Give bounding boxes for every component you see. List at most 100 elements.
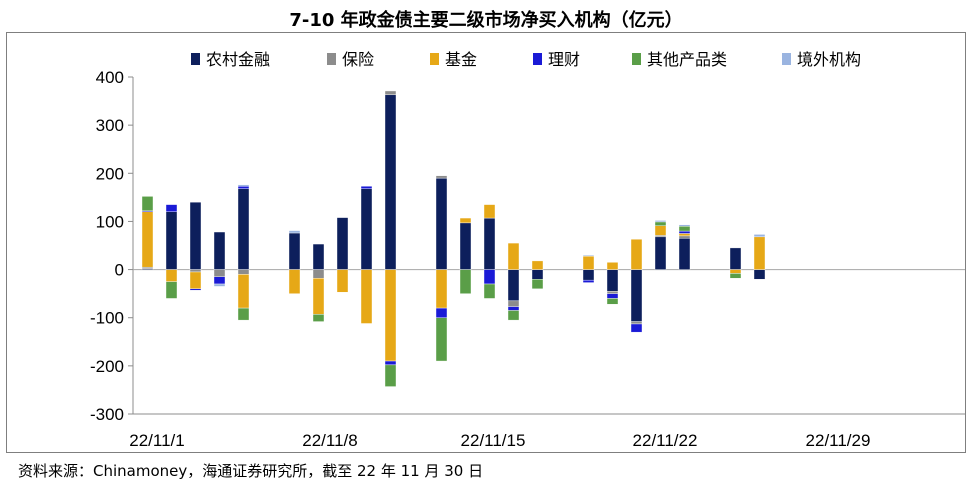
bar-segment xyxy=(237,269,250,275)
bar-segment xyxy=(189,201,202,270)
bar-segment xyxy=(165,281,178,299)
bar-segment xyxy=(753,234,766,238)
bar-segment xyxy=(654,221,667,226)
bar-segment xyxy=(141,266,154,269)
legend-label: 基金 xyxy=(445,50,477,69)
bar-segment xyxy=(237,274,250,309)
bar-segment xyxy=(165,211,178,270)
bar-segment xyxy=(654,235,667,238)
x-tick-label: 22/11/1 xyxy=(129,431,184,450)
bar-segment xyxy=(435,175,448,179)
bar-segment xyxy=(630,269,643,322)
bar-segment xyxy=(336,217,349,270)
bar-segment xyxy=(678,235,691,239)
legend-swatch xyxy=(430,53,439,65)
bar-segment xyxy=(606,293,619,299)
bar-segment xyxy=(165,269,178,282)
legend-swatch xyxy=(191,53,200,65)
legend-label: 境外机构 xyxy=(797,50,861,69)
bar-segment xyxy=(630,239,643,270)
bar-segment xyxy=(336,269,349,293)
bar-segment xyxy=(606,298,619,305)
legend-label: 保险 xyxy=(342,50,374,69)
bar-segment xyxy=(384,364,397,387)
bar-segment xyxy=(435,269,448,309)
bar-segment xyxy=(654,236,667,270)
bar-segment xyxy=(582,269,595,281)
bar-segment xyxy=(360,188,373,270)
y-tick-label: -300 xyxy=(90,405,124,424)
bar-segment xyxy=(507,306,520,311)
bar-segment xyxy=(435,307,448,318)
bar-segment xyxy=(141,196,154,212)
chart-frame xyxy=(6,32,966,453)
y-tick-label: 200 xyxy=(96,164,124,183)
x-tick-label: 22/11/15 xyxy=(461,431,526,450)
legend-swatch xyxy=(533,53,542,65)
bar-segment xyxy=(213,269,226,277)
bar-segment xyxy=(678,230,691,234)
bar-segment xyxy=(678,224,691,227)
bar-segment xyxy=(729,247,742,270)
bar-segment xyxy=(384,360,397,366)
bar-segment xyxy=(288,269,301,294)
bar-segment xyxy=(312,269,325,279)
bar-segment xyxy=(507,310,520,321)
bar-segment xyxy=(360,186,373,189)
bar-segment xyxy=(189,288,202,291)
bar-segment xyxy=(729,269,742,274)
x-tick-label: 22/11/8 xyxy=(302,431,357,450)
bar-segment xyxy=(483,204,496,219)
source-note: 资料来源：Chinamoney，海通证券研究所，截至 22 年 11 月 30 … xyxy=(18,462,484,480)
bar-segment xyxy=(237,307,250,321)
bar-segment xyxy=(483,269,496,285)
bar-segment xyxy=(189,269,202,273)
legend: 农村金融 保险 基金 理财 其他产品类 境外机构 xyxy=(191,50,861,69)
bar-segment xyxy=(606,269,619,292)
bar-segment xyxy=(678,226,691,232)
bar-segment xyxy=(288,230,301,234)
chart-title: 7-10 年政金债主要二级市场净买入机构（亿元） xyxy=(289,10,683,31)
legend-label: 农村金融 xyxy=(206,50,270,69)
bar-segment xyxy=(507,242,520,270)
bar-segment xyxy=(531,269,544,280)
bar-segment xyxy=(753,269,766,280)
bar-segment xyxy=(360,269,373,324)
bar-segment xyxy=(237,186,250,189)
bar-segment xyxy=(141,211,154,268)
bar-segment xyxy=(531,260,544,270)
bar-segment xyxy=(729,273,742,279)
bar-segment xyxy=(459,217,472,224)
bar-segment xyxy=(435,177,448,270)
bar-segment xyxy=(531,279,544,290)
y-tick-label: 0 xyxy=(115,261,124,280)
bar-segment xyxy=(237,184,250,187)
bar-segment xyxy=(165,204,178,212)
x-tick-label: 22/11/22 xyxy=(633,431,698,450)
legend-label: 其他产品类 xyxy=(647,50,727,69)
bar-segment xyxy=(312,278,325,315)
bar-segment xyxy=(237,188,250,270)
bar-segment xyxy=(384,94,397,270)
bar-segment xyxy=(582,254,595,257)
bar-segment xyxy=(384,90,397,96)
bar-segment xyxy=(678,233,691,237)
legend-swatch xyxy=(327,53,336,65)
x-tick-label: 22/11/29 xyxy=(806,431,871,450)
bar-segment xyxy=(213,276,226,285)
bar-segment xyxy=(288,232,301,270)
legend-swatch xyxy=(632,53,641,65)
bar-segment xyxy=(483,217,496,270)
bar-segment xyxy=(312,314,325,322)
bar-segment xyxy=(630,321,643,325)
axes-group: 400 300 200 100 0 -100 -200 -300 22/11/1 22/11/8 2… xyxy=(90,68,965,450)
bar-segment xyxy=(213,231,226,270)
bar-segment xyxy=(654,225,667,236)
bar-segment xyxy=(654,220,667,223)
y-tick-label: 300 xyxy=(96,116,124,135)
bar-segment xyxy=(507,269,520,302)
bar-segment xyxy=(213,283,226,287)
y-tick-label: 100 xyxy=(96,212,124,231)
bar-segment xyxy=(483,283,496,299)
